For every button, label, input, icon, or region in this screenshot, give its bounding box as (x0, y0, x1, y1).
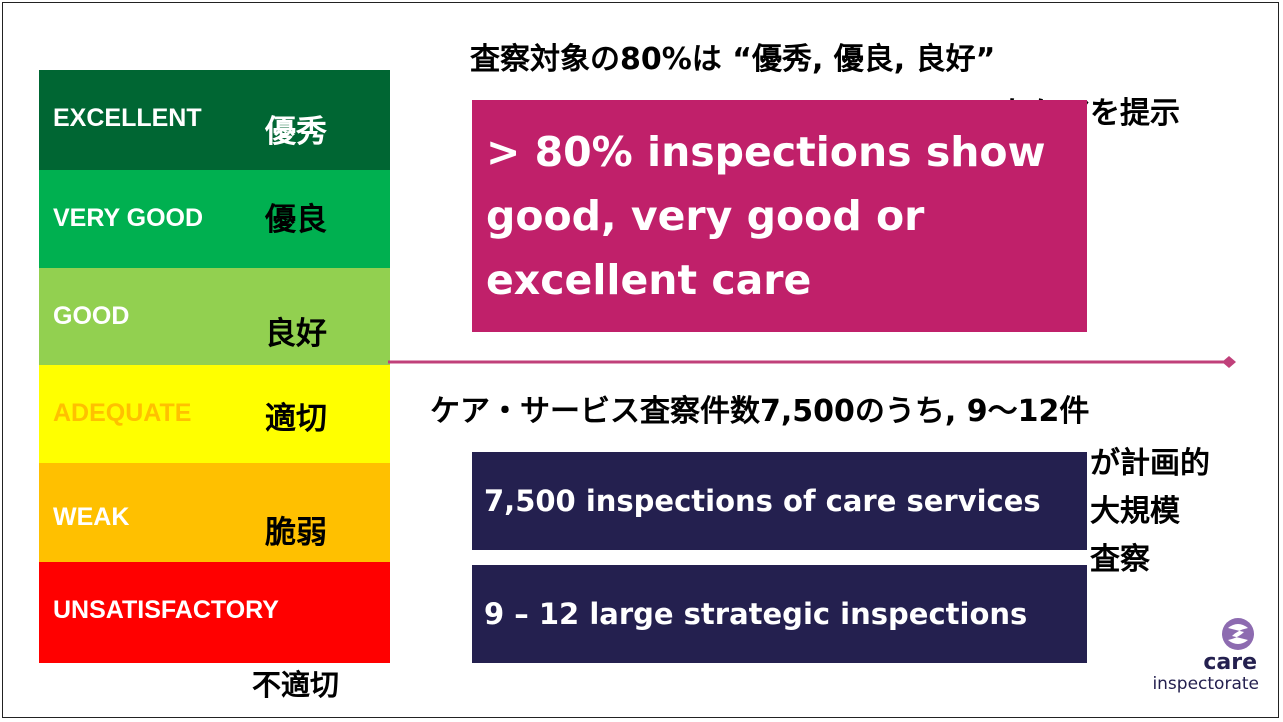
subheading: が計画的 (1090, 446, 1210, 481)
highlight-text: > 80% inspections show good, very good o… (486, 128, 1046, 304)
rating-ja: 脆弱 (265, 515, 327, 551)
rating-band: VERY GOOD 優良 (39, 170, 390, 268)
logo-swirl (1228, 624, 1248, 644)
logo-text: care (1203, 650, 1257, 675)
info-box: 7,500 inspections of care services (472, 452, 1087, 550)
rating-ja: 良好 (265, 316, 327, 352)
logo-icon (1222, 618, 1254, 650)
rating-band: UNSATISFACTORY (39, 562, 390, 663)
subheading: ケア・サービス査察件数7,500のうち, 9〜12件 (430, 394, 1090, 429)
info-box: 9 – 12 large strategic inspections (472, 565, 1087, 663)
rating-en: WEAK (53, 503, 130, 531)
rating-en: GOOD (53, 302, 130, 330)
rating-band: EXCELLENT 優秀 (39, 70, 390, 170)
subheading: 大規模 (1090, 494, 1180, 529)
rating-band: GOOD 良好 (39, 268, 390, 365)
rating-band: WEAK 脆弱 (39, 463, 390, 562)
rating-en: UNSATISFACTORY (53, 596, 279, 624)
rating-ja: 優秀 (265, 114, 327, 150)
rating-ja: 不適切 (252, 668, 340, 702)
rating-en: ADEQUATE (53, 399, 192, 427)
subheading: 査察 (1090, 542, 1150, 577)
divider (388, 356, 1236, 368)
rating-ja: 優良 (265, 202, 327, 238)
rating-en: EXCELLENT (53, 104, 202, 132)
divider-end (1222, 356, 1236, 368)
info-text: 9 – 12 large strategic inspections (484, 597, 1028, 631)
rating-band: ADEQUATE 適切 (39, 365, 390, 463)
logo-text: inspectorate (1152, 674, 1259, 694)
heading: 査察対象の80%は “優秀, 優良, 良好” (470, 42, 996, 77)
rating-en: VERY GOOD (53, 204, 204, 232)
rating-ja: 適切 (265, 401, 327, 437)
highlight-box: > 80% inspections show good, very good o… (472, 100, 1087, 332)
info-text: 7,500 inspections of care services (484, 484, 1041, 518)
